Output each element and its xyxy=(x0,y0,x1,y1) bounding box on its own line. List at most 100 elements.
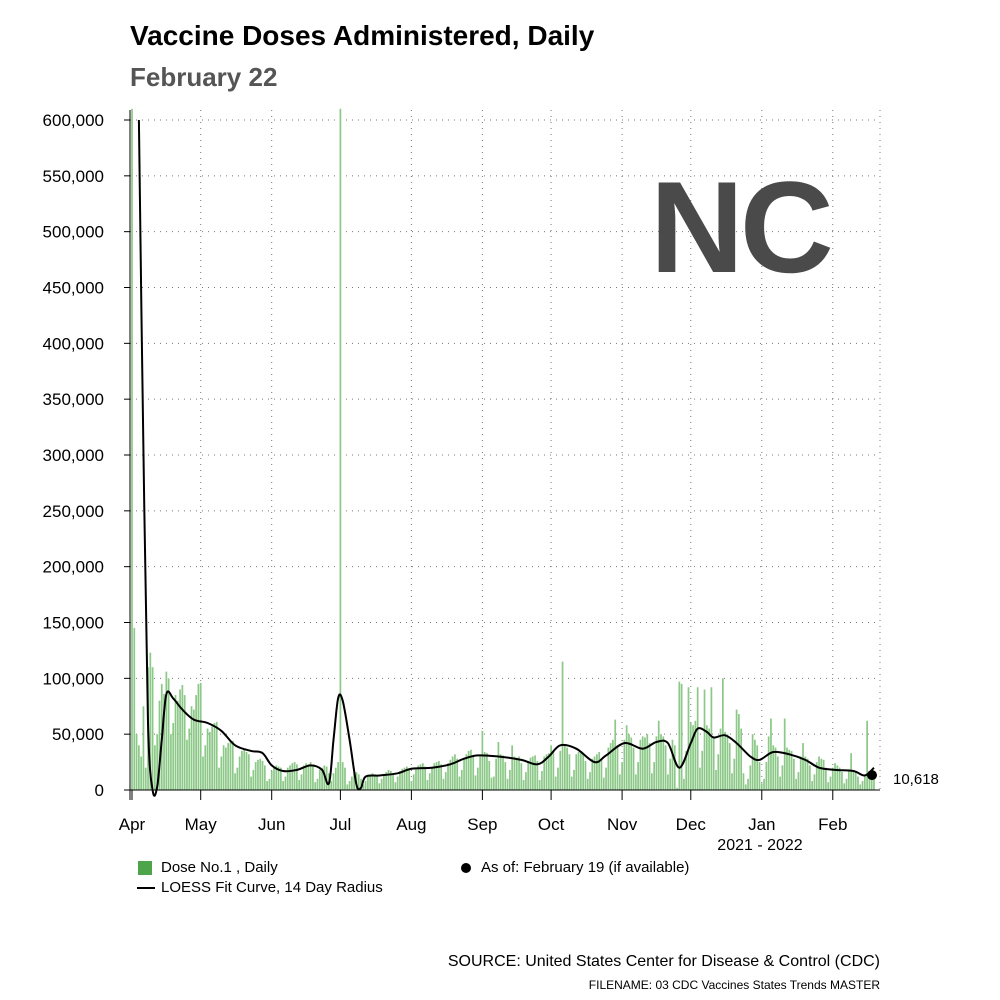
dose-bar xyxy=(142,706,145,790)
dose-bar xyxy=(467,750,470,790)
dose-bar xyxy=(783,718,786,790)
dose-bar xyxy=(222,745,225,790)
dose-bar xyxy=(708,728,710,790)
dose-bar xyxy=(504,762,507,790)
legend-point-label: As of: February 19 (if available) xyxy=(481,859,690,876)
dose-bar xyxy=(344,767,346,790)
x-tick-label: Apr xyxy=(119,815,146,834)
dose-bar xyxy=(403,767,406,790)
dose-bar xyxy=(591,758,594,790)
dose-bar xyxy=(554,776,557,790)
dose-bar xyxy=(479,756,481,790)
x-axis-label: 2021 - 2022 xyxy=(717,837,803,854)
dose-bar xyxy=(758,762,761,790)
dose-bar xyxy=(362,784,365,790)
dose-bar xyxy=(799,756,802,790)
dose-bar xyxy=(165,671,168,790)
dose-bar xyxy=(586,778,589,790)
dose-bar xyxy=(760,783,763,790)
dose-bar xyxy=(520,763,523,790)
dose-bar xyxy=(236,767,239,790)
dose-bar xyxy=(213,723,216,790)
dose-bar xyxy=(873,778,875,790)
dose-bar xyxy=(433,763,436,790)
dose-bar xyxy=(657,720,660,790)
dose-bar xyxy=(399,771,401,790)
dose-bar xyxy=(513,756,516,790)
latest-value-label: 10,618 xyxy=(893,771,939,788)
dose-bar xyxy=(321,767,323,790)
dose-bar xyxy=(440,764,443,790)
dose-bar xyxy=(866,720,868,790)
dose-bar xyxy=(637,762,639,790)
dose-bar xyxy=(291,763,294,790)
dose-bar xyxy=(188,728,191,790)
x-tick-label: Aug xyxy=(396,815,426,834)
dose-bar xyxy=(170,734,172,790)
dose-bar xyxy=(509,769,511,790)
dose-bar xyxy=(325,766,328,790)
dose-bar xyxy=(841,772,843,790)
dose-bar xyxy=(353,773,356,790)
dose-bar xyxy=(495,758,497,790)
dose-bar xyxy=(131,108,133,791)
dose-bar xyxy=(360,778,362,790)
dose-bar xyxy=(600,758,603,790)
dose-bar xyxy=(859,784,862,790)
dose-bar xyxy=(797,772,800,790)
dose-bar xyxy=(788,749,791,790)
dose-bar xyxy=(557,767,559,790)
dose-bar xyxy=(156,734,159,790)
dose-bar xyxy=(151,667,154,790)
dose-bar xyxy=(451,756,454,790)
dose-bar xyxy=(774,747,777,790)
y-tick-label: 0 xyxy=(95,781,104,800)
dose-bar xyxy=(822,759,825,790)
dose-bar xyxy=(385,772,388,790)
dose-bar xyxy=(701,750,704,790)
dose-bar xyxy=(449,759,452,790)
dose-bar xyxy=(465,754,468,790)
dose-bar xyxy=(318,769,321,790)
dose-bar xyxy=(470,749,472,790)
dose-bar xyxy=(181,685,184,790)
y-tick-label: 600,000 xyxy=(43,111,104,130)
dose-bar xyxy=(307,764,310,790)
dose-bar xyxy=(220,756,223,790)
dose-bar xyxy=(843,783,846,790)
dose-bar xyxy=(735,709,738,790)
dose-bar xyxy=(829,776,832,790)
dose-bar xyxy=(357,774,360,790)
annotation: 10,618 xyxy=(867,770,939,788)
dose-bar xyxy=(350,776,353,790)
dose-bar xyxy=(312,765,314,790)
dose-bar xyxy=(176,700,179,790)
axes: 0 50,000 100,000 150,000 200,000 250,000 300,0… xyxy=(43,110,880,854)
dose-bar xyxy=(206,728,209,790)
dose-bar xyxy=(598,752,601,790)
x-tick-label: Jul xyxy=(330,815,352,834)
dose-bar xyxy=(330,781,333,790)
dose-bar xyxy=(314,782,317,790)
dose-bar xyxy=(245,752,248,790)
chart-plot: 0 50,000 100,000 150,000 200,000 250,000 300,0… xyxy=(43,108,939,854)
dose-bar xyxy=(472,756,475,790)
dose-bar xyxy=(341,762,344,790)
dose-bar xyxy=(474,775,477,790)
dose-bar xyxy=(628,734,630,790)
dose-bar xyxy=(831,767,834,790)
dose-bar xyxy=(261,760,264,790)
dose-bar xyxy=(401,768,404,790)
dose-bar xyxy=(296,764,298,790)
dose-bar xyxy=(316,778,319,790)
dose-bar xyxy=(227,743,230,790)
dose-bar xyxy=(243,749,246,790)
dose-bar xyxy=(593,756,596,790)
dose-bar xyxy=(241,750,243,790)
dose-bar xyxy=(373,774,376,790)
dose-bar xyxy=(346,784,349,790)
dose-bar xyxy=(580,753,582,790)
dose-bar xyxy=(671,739,674,790)
dose-bar xyxy=(662,736,665,790)
dose-bar xyxy=(218,767,220,790)
